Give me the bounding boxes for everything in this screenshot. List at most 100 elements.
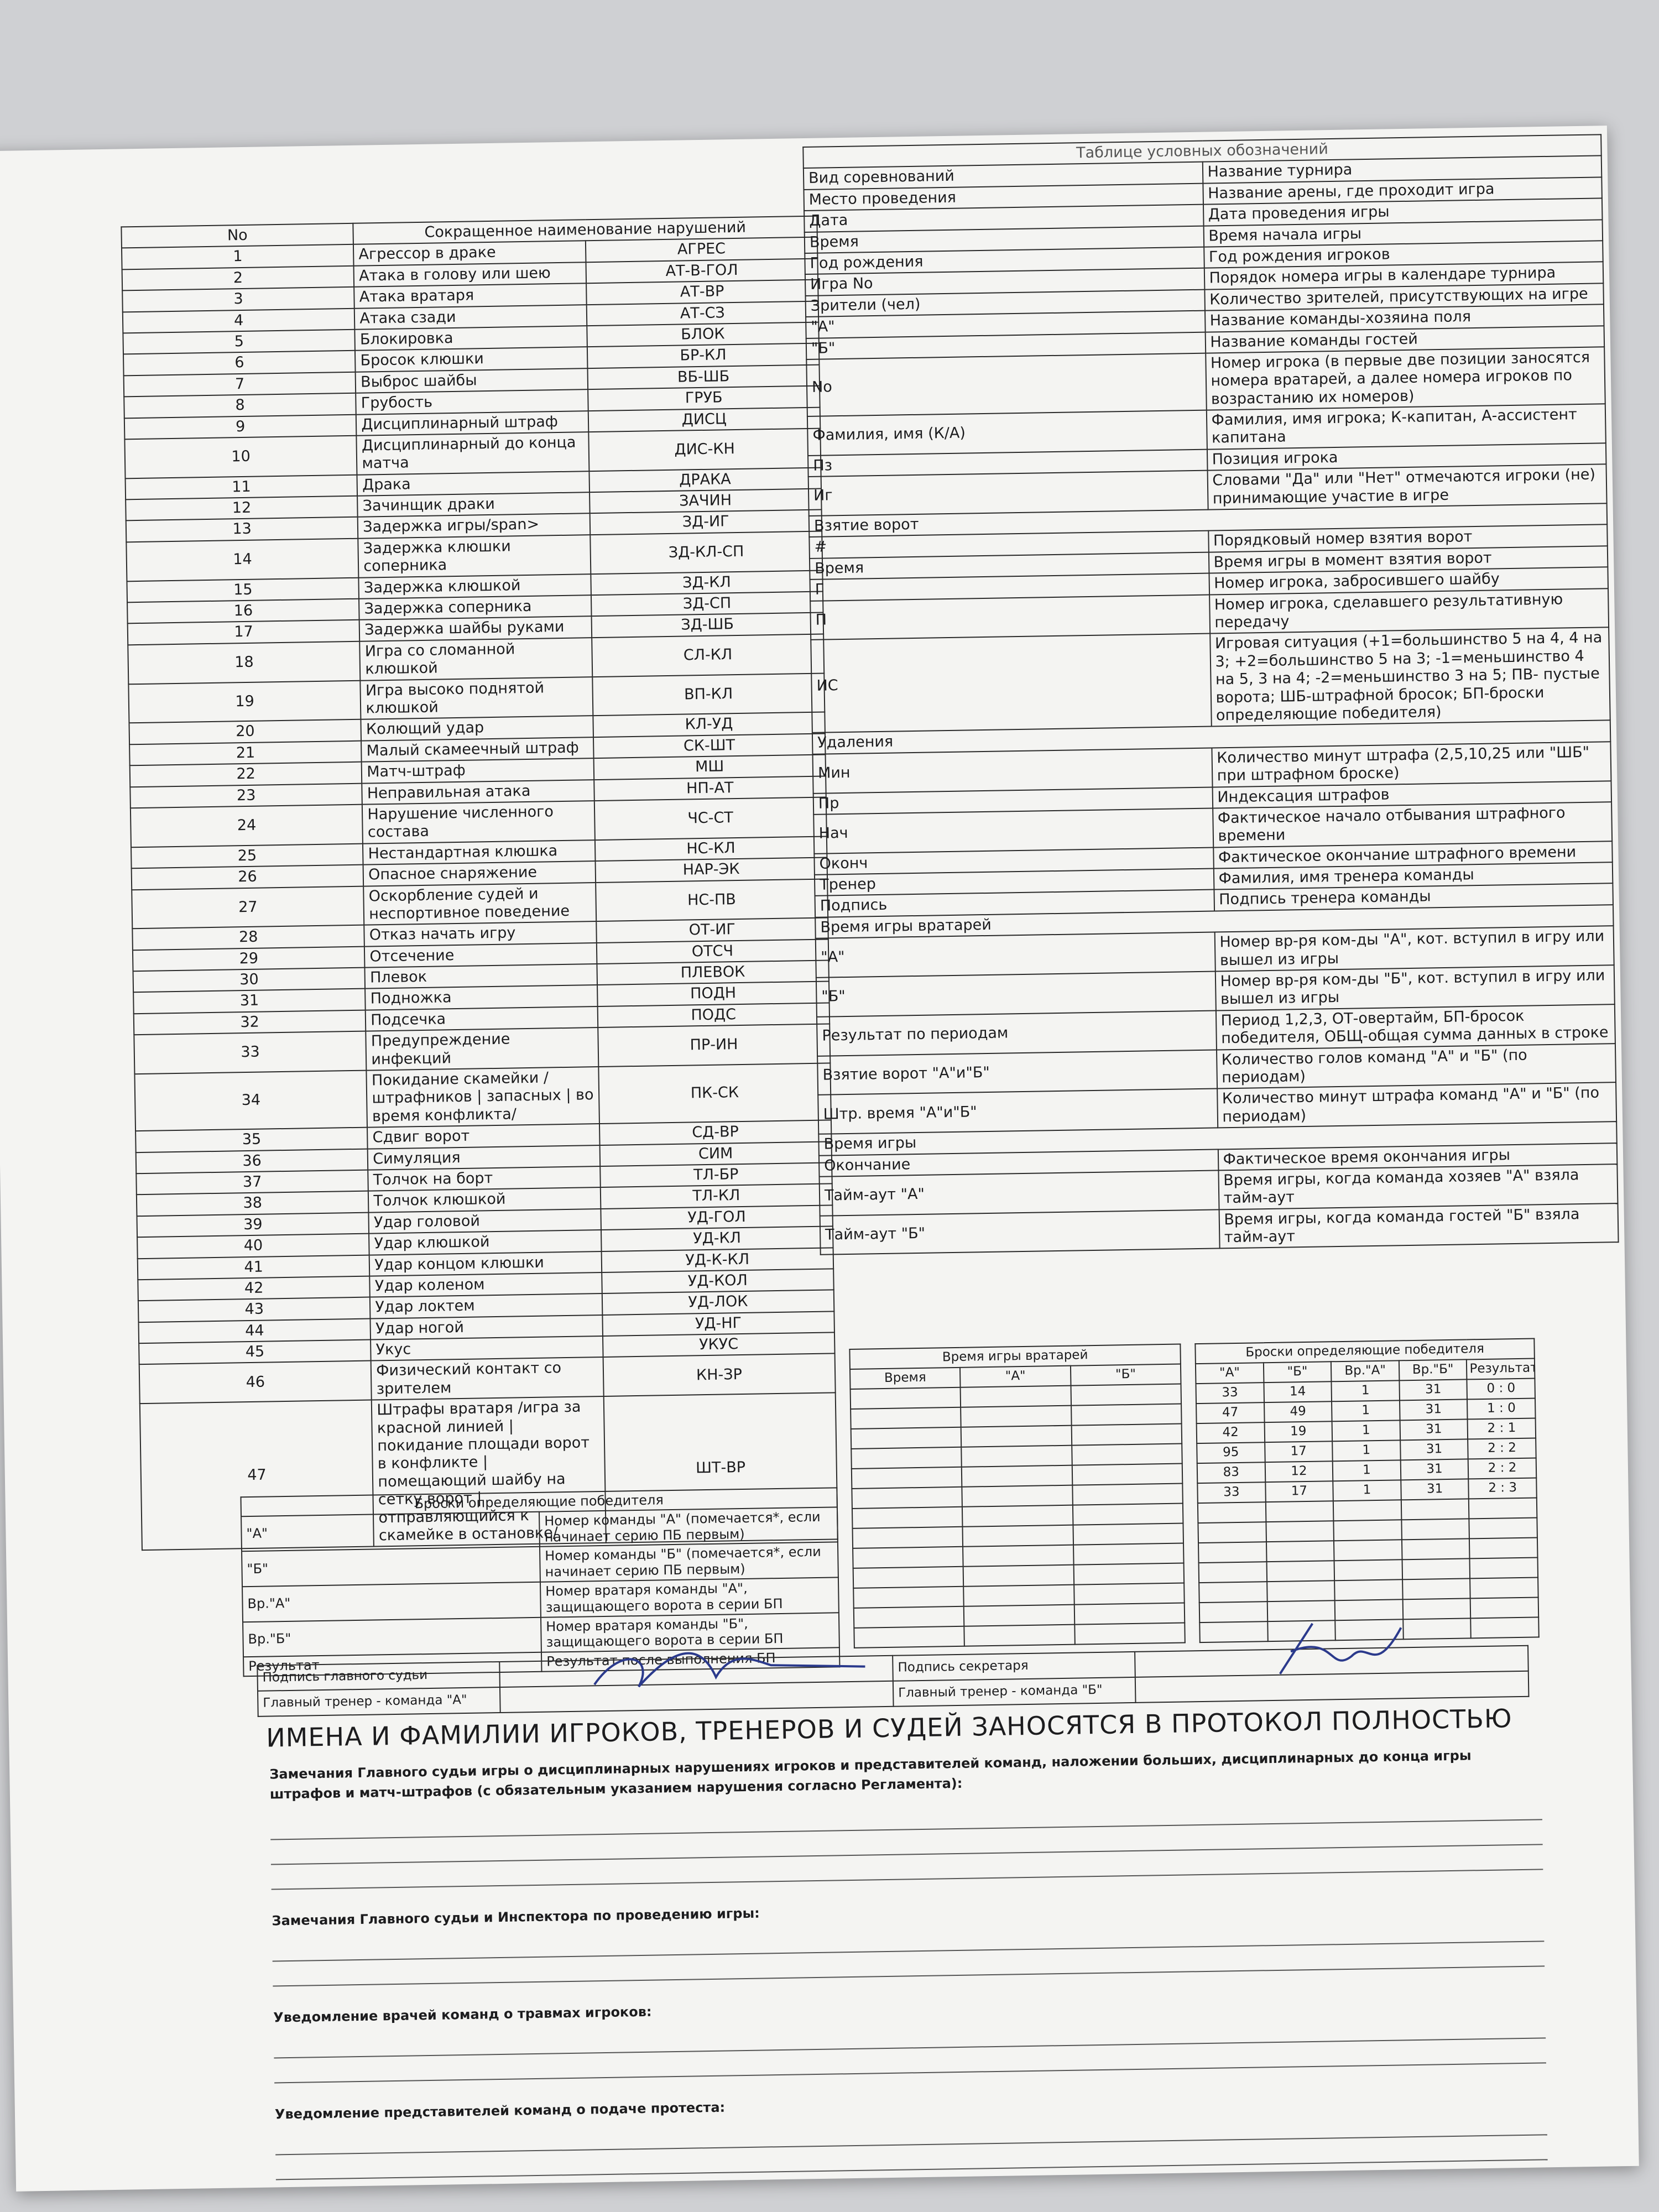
- empty-cell: [961, 1405, 1072, 1427]
- violation-name: Неправильная атака: [362, 779, 594, 805]
- row-number: 17: [127, 620, 360, 645]
- remark-title: Замечания Главного судьи и Инспектора по…: [272, 1905, 760, 1929]
- legend-label: Взятие ворот "А"и"Б": [817, 1050, 1217, 1095]
- violation-name: Игра со сломанной клюшкой: [359, 637, 592, 681]
- empty-cell: [1266, 1541, 1334, 1562]
- legend-description: Количество минут штрафа (2,5,10,25 или "…: [1211, 741, 1611, 787]
- legend-description: Фамилия, имя игрока; К-капитан, А-ассист…: [1206, 404, 1606, 450]
- violation-code: ПОДН: [597, 981, 830, 1006]
- column-header: "Б": [1263, 1361, 1332, 1383]
- row-number: 37: [136, 1170, 369, 1195]
- row-number: 6: [123, 351, 356, 376]
- violation-code: УД-К-КЛ: [601, 1247, 834, 1272]
- violation-row: 34 Покидание скамейки /штрафников | запас…: [134, 1063, 831, 1131]
- violation-name: Укус: [371, 1336, 603, 1361]
- row-number: 42: [138, 1276, 371, 1301]
- violation-code: ЗД-СП: [591, 591, 823, 617]
- empty-cell: [852, 1486, 963, 1509]
- violation-code: НП-АТ: [593, 776, 826, 801]
- violation-code: УКУС: [602, 1332, 835, 1358]
- empty-cell: [1401, 1499, 1469, 1520]
- shootout-cell: 31: [1400, 1419, 1468, 1441]
- empty-cell: [853, 1606, 964, 1628]
- empty-cell: [852, 1526, 963, 1548]
- empty-cell: [961, 1445, 1072, 1467]
- violation-code: ЗД-КЛ-СП: [589, 531, 823, 574]
- empty-cell: [1401, 1519, 1470, 1540]
- violation-name: Матч-штраф: [361, 758, 594, 784]
- violation-name: Удар ногой: [370, 1314, 603, 1340]
- empty-cell: [963, 1584, 1074, 1606]
- shootout-cell: 2 : 3: [1468, 1478, 1537, 1499]
- signature-label: Подпись главного судьи: [257, 1661, 500, 1691]
- empty-cell: [1469, 1537, 1538, 1559]
- violation-code: СИМ: [599, 1141, 832, 1166]
- empty-cell: [853, 1546, 963, 1568]
- column-header: Результат: [1467, 1358, 1535, 1380]
- empty-cell: [964, 1624, 1075, 1646]
- row-number: 46: [139, 1361, 372, 1404]
- shootout-cell: 31: [1399, 1399, 1468, 1421]
- shootout-cell: 12: [1265, 1461, 1333, 1483]
- empty-cell: [1266, 1580, 1335, 1602]
- empty-cell: [1073, 1563, 1185, 1585]
- empty-cell: [1402, 1558, 1470, 1580]
- empty-cell: [1333, 1520, 1402, 1541]
- legend-description: Словами "Да" или "Нет" отмечаются игроки…: [1207, 464, 1607, 510]
- row-number: 4: [122, 308, 355, 333]
- violation-code: ВП-КЛ: [592, 673, 825, 716]
- violation-code: КЛ-УД: [593, 712, 825, 737]
- shootout-cell: 2 : 2: [1468, 1438, 1536, 1459]
- empty-cell: [963, 1564, 1074, 1587]
- legend-label: П: [810, 594, 1210, 640]
- violation-code: ЗАЧИН: [589, 488, 822, 514]
- legend-description: Номер вратаря команды "А", защищающего в…: [540, 1577, 839, 1618]
- empty-cell: [1334, 1579, 1403, 1601]
- violation-name: Зачинщик драки: [357, 492, 590, 518]
- violation-name: Колющий удар: [361, 716, 593, 741]
- legend-description: Номер вр-ря ком-ды "Б", кот. вступил в и…: [1215, 965, 1615, 1011]
- write-line: [274, 2037, 1546, 2059]
- legend-description: Номер команды "А" (помечается*, если нач…: [539, 1507, 838, 1547]
- empty-cell: [1074, 1603, 1185, 1625]
- row-number: 29: [132, 946, 365, 972]
- violation-code: УД-ЛОК: [602, 1290, 834, 1315]
- violation-name: Задержка клюшки соперника: [358, 535, 591, 578]
- empty-cell: [1198, 1522, 1266, 1543]
- violation-name: Задержка игры/span>: [358, 513, 590, 539]
- goalie-time-table: Время игры вратарей Время "А" "Б": [849, 1344, 1185, 1648]
- shootout-cell: 33: [1196, 1383, 1264, 1404]
- violations-table: No Сокращенное наименование нарушений 1 Агр…: [121, 216, 838, 1551]
- shootout-cell: 31: [1400, 1439, 1469, 1460]
- violation-code: УД-НГ: [602, 1311, 834, 1337]
- empty-cell: [1198, 1542, 1267, 1563]
- violation-name: Оскорбление судей и неспортивное поведен…: [363, 882, 596, 925]
- write-line: [272, 1940, 1545, 1962]
- empty-cell: [1199, 1621, 1268, 1643]
- violation-code: ОТ-ИГ: [596, 917, 828, 943]
- empty-cell: [962, 1465, 1072, 1487]
- empty-cell: [1469, 1517, 1537, 1539]
- row-number: 3: [122, 286, 355, 312]
- empty-cell: [1072, 1503, 1183, 1525]
- empty-cell: [1071, 1404, 1182, 1426]
- shootout-cell: 14: [1264, 1381, 1332, 1403]
- empty-cell: [962, 1505, 1073, 1527]
- row-number: 31: [133, 989, 366, 1014]
- row-number: 25: [131, 843, 363, 869]
- legend-label: Вр."Б": [243, 1617, 541, 1657]
- violation-code: СД-ВР: [599, 1120, 832, 1145]
- empty-cell: [1073, 1583, 1185, 1605]
- column-header: Время: [849, 1367, 961, 1389]
- violation-code: УД-КОЛ: [601, 1269, 834, 1294]
- violation-code: ГРУБ: [587, 385, 820, 411]
- violation-name: Отсечение: [364, 942, 597, 968]
- violation-code: ТЛ-КЛ: [600, 1183, 833, 1209]
- empty-cell: [963, 1545, 1074, 1567]
- row-number: 43: [138, 1297, 371, 1322]
- violation-name: Атака сзади: [354, 304, 587, 330]
- empty-cell: [1402, 1578, 1471, 1600]
- empty-cell: [1470, 1617, 1539, 1639]
- violation-name: Сдвиг ворот: [367, 1124, 600, 1149]
